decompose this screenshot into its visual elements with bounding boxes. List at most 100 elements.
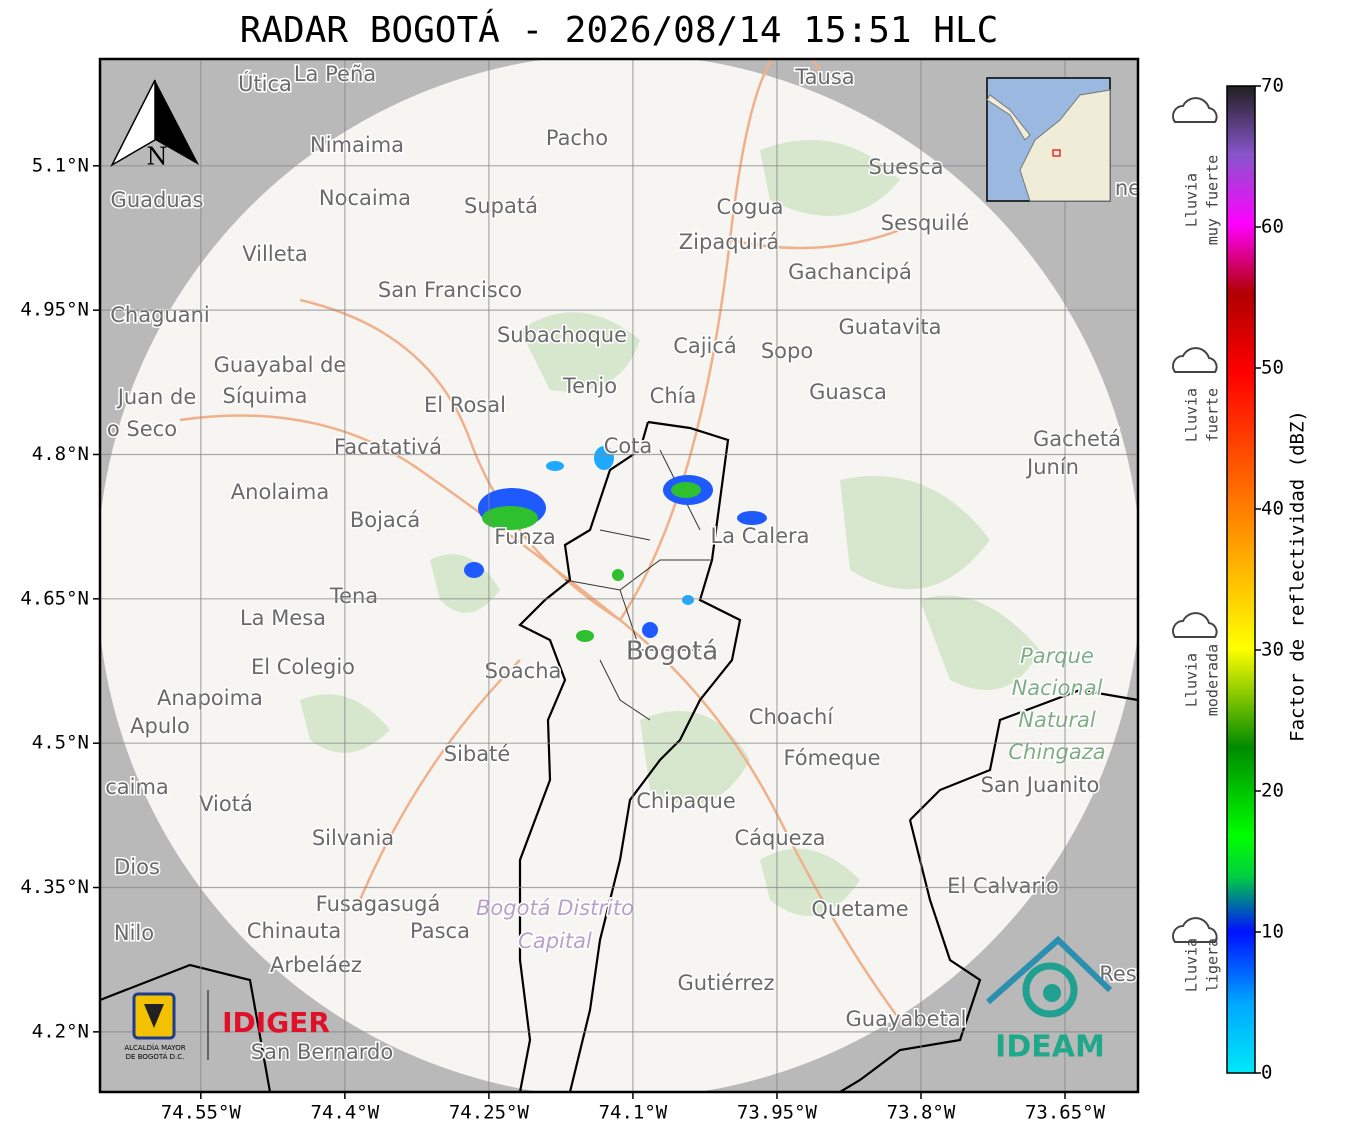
place-label: Bogotá (626, 637, 718, 667)
park-label: Natural (1018, 708, 1096, 732)
place-label: Tausa (794, 65, 854, 89)
ideam-logo: IDEAM (986, 935, 1113, 1065)
rain-category: moderada (1204, 644, 1222, 716)
place-label: Supatá (464, 194, 538, 218)
alcaldia-logo: ALCALDÍA MAYOR DE BOGOTÁ D.C. IDIGER (124, 990, 330, 1061)
y-tick-label: 4.95°N (20, 299, 89, 321)
place-label: Sopo (761, 339, 813, 363)
place-label: Chía (650, 384, 697, 408)
district-boundary (100, 420, 1138, 1092)
alcaldia-text: ALCALDÍA MAYOR (124, 1043, 185, 1052)
y-tick-label: 4.35°N (20, 876, 89, 898)
radar-echo (612, 569, 624, 581)
place-label: Pasca (410, 919, 470, 943)
colorbar-tick-label: 20 (1261, 780, 1284, 802)
colorbar-tick-label: 30 (1261, 639, 1284, 661)
place-label: Subachoque (497, 323, 627, 347)
rain-category: ligera (1204, 938, 1222, 992)
colorbar-ticks: 0 10 20 30 40 50 60 70 (1255, 75, 1284, 1084)
radar-echo (737, 511, 767, 525)
place-label: Arbeláez (270, 953, 362, 977)
place-label: Dios (114, 855, 160, 879)
map: Útica La Peña Tausa Pacho Nimaima Guaduas Noca… (100, 59, 1141, 1092)
place-label: ne (1115, 176, 1141, 200)
y-tick-label: 4.8°N (32, 443, 89, 465)
place-label: Zipaquirá (679, 230, 779, 254)
place-label: Anapoima (157, 686, 263, 710)
place-label: Guasca (809, 380, 887, 404)
alcaldia-text: DE BOGOTÁ D.C. (126, 1052, 185, 1061)
place-label: o Seco (107, 417, 177, 441)
place-label: Suesca (869, 155, 944, 179)
place-label: San Bernardo (251, 1040, 393, 1064)
place-label: Junín (1025, 455, 1079, 479)
district-label: Capital (518, 929, 592, 953)
place-label: Silvania (312, 826, 394, 850)
place-label: La Peña (294, 62, 376, 86)
colorbar-tick-label: 70 (1261, 75, 1284, 97)
inset-map (986, 77, 1111, 202)
place-label: Útica (238, 71, 292, 96)
place-label: Gachetá (1033, 427, 1121, 451)
place-label: Pacho (546, 126, 608, 150)
grid (100, 59, 1138, 1092)
place-label: Sesquilé (881, 211, 969, 235)
radar-echo (594, 446, 614, 470)
district-label: Bogotá Distrito (476, 896, 634, 920)
colorbar-label: Factor de reflectividad (dBZ) (1287, 410, 1309, 742)
place-label: Cáqueza (735, 826, 826, 850)
rain-category: fuerte (1204, 388, 1222, 442)
radar-echo (642, 622, 658, 638)
place-label: Viotá (199, 792, 253, 816)
place-label: Juan de (116, 385, 197, 409)
x-tick-label: 74.55°W (161, 1102, 242, 1124)
place-label: Funza (494, 525, 555, 549)
rain-category: Lluvia (1183, 653, 1201, 707)
idiger-logo: IDIGER (222, 1006, 330, 1039)
place-labels: Útica La Peña Tausa Pacho Nimaima Guaduas Noca… (104, 61, 1141, 1066)
radar-echo (546, 461, 564, 471)
place-label: Nilo (114, 921, 154, 945)
place-label: El Colegio (251, 655, 355, 679)
radar-echo (576, 630, 594, 642)
place-label: Bojacá (350, 508, 420, 532)
place-label: caima (105, 775, 169, 799)
place-label: Nocaima (319, 186, 411, 210)
colorbar-tick-label: 10 (1261, 921, 1284, 943)
place-label: Villeta (242, 242, 307, 266)
place-label: Fómeque (783, 746, 880, 770)
place-label: Soacha (485, 659, 562, 683)
map-frame (98, 57, 1140, 1094)
weather-icon (1172, 917, 1218, 943)
place-label: San Francisco (378, 278, 522, 302)
place-label: Guatavita (839, 315, 942, 339)
place-label: Chipaque (636, 789, 736, 813)
place-label: El Calvario (947, 874, 1059, 898)
ideam-text: IDEAM (995, 1030, 1105, 1065)
x-tick-label: 73.95°W (737, 1102, 818, 1124)
place-label: El Rosal (424, 393, 506, 417)
radar-echo (482, 506, 538, 530)
weather-icon (1172, 347, 1218, 373)
place-label: Facatativá (334, 435, 442, 459)
colorbar-tick-label: 0 (1261, 1062, 1272, 1084)
place-label: Guayabal de (214, 353, 347, 377)
place-label: Síquima (223, 384, 308, 408)
radar-echoes (464, 446, 767, 642)
place-label: La Mesa (240, 606, 326, 630)
place-label: Apulo (130, 714, 190, 738)
place-label: Sibaté (444, 742, 511, 766)
radar-echo (464, 562, 484, 578)
rain-category: Lluvia (1183, 388, 1201, 442)
place-label: Guayabetal (846, 1007, 967, 1031)
park-label: Parque (1020, 644, 1094, 668)
x-tick-label: 74.4°W (311, 1102, 380, 1124)
x-tick-label: 73.65°W (1025, 1102, 1106, 1124)
x-tick-label: 73.8°W (887, 1102, 956, 1124)
colorbar-tick-label: 60 (1261, 216, 1284, 238)
rain-category: muy fuerte (1204, 155, 1222, 245)
colorbar-tick-label: 50 (1261, 357, 1284, 379)
y-tick-label: 4.65°N (20, 587, 89, 609)
place-label: Cogua (716, 195, 783, 219)
